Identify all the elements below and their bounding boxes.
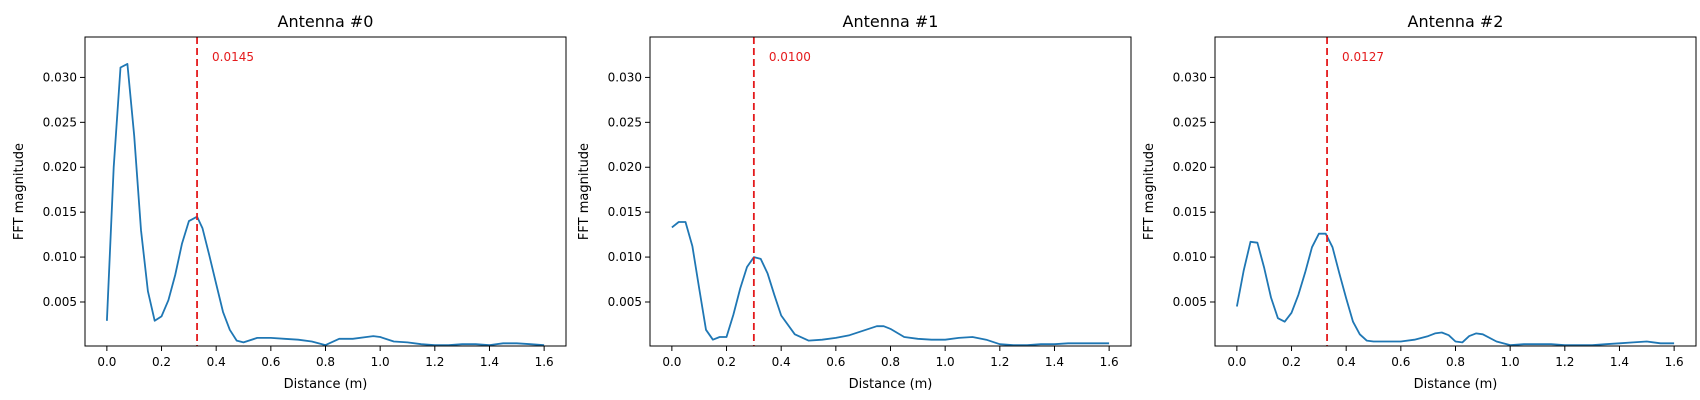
x-tick-label: 1.4 bbox=[1610, 355, 1629, 369]
x-tick-label: 0.0 bbox=[97, 355, 116, 369]
x-tick-label: 1.0 bbox=[1501, 355, 1520, 369]
x-tick-label: 0.6 bbox=[1391, 355, 1410, 369]
y-tick-label: 0.030 bbox=[43, 70, 77, 84]
y-axis-label: FFT magnitude bbox=[12, 143, 27, 240]
peak-annotation: 0.0145 bbox=[212, 50, 254, 64]
y-tick-label: 0.020 bbox=[608, 160, 642, 174]
subplot-antenna-0: Antenna #0 0.0145 0.0 0.2 0.4 0.6 0.8 1.0 1.2 1.4… bbox=[12, 12, 567, 392]
y-tick-label: 0.010 bbox=[1173, 250, 1207, 264]
x-tick-label: 0.2 bbox=[717, 355, 736, 369]
y-tick-label: 0.015 bbox=[608, 205, 642, 219]
x-tick-label: 1.4 bbox=[480, 355, 499, 369]
y-tick-label: 0.025 bbox=[43, 115, 77, 129]
axes-frame bbox=[649, 36, 1132, 347]
y-tick-label: 0.030 bbox=[1173, 70, 1207, 84]
chart-title: Antenna #0 bbox=[278, 12, 374, 31]
y-tick-label: 0.010 bbox=[608, 250, 642, 264]
x-tick-label: 0.6 bbox=[826, 355, 845, 369]
series-line bbox=[106, 63, 545, 347]
y-tick-label: 0.020 bbox=[1173, 160, 1207, 174]
series-line bbox=[671, 221, 1110, 347]
x-tick-label: 1.2 bbox=[425, 355, 444, 369]
y-tick-label: 0.005 bbox=[43, 295, 77, 309]
x-tick-label: 1.2 bbox=[990, 355, 1009, 369]
x-tick-label: 1.6 bbox=[535, 355, 554, 369]
y-tick-label: 0.015 bbox=[1173, 205, 1207, 219]
x-tick-label: 1.2 bbox=[1555, 355, 1574, 369]
subplot-antenna-1: Antenna #1 0.0100 0.0 0.2 0.4 0.6 0.8 1.0 1.2 1.4… bbox=[577, 12, 1132, 392]
x-tick-label: 0.4 bbox=[772, 355, 791, 369]
x-tick-label: 0.8 bbox=[316, 355, 335, 369]
x-tick-label: 1.0 bbox=[936, 355, 955, 369]
x-tick-label: 0.2 bbox=[1282, 355, 1301, 369]
y-tick-label: 0.030 bbox=[608, 70, 642, 84]
axes-frame bbox=[1214, 36, 1697, 347]
x-axis-label: Distance (m) bbox=[849, 377, 933, 392]
x-tick-label: 0.8 bbox=[1446, 355, 1465, 369]
y-tick-label: 0.020 bbox=[43, 160, 77, 174]
axes-frame bbox=[84, 36, 567, 347]
y-axis-label: FFT magnitude bbox=[577, 143, 592, 240]
y-tick-label: 0.025 bbox=[1173, 115, 1207, 129]
x-tick-label: 0.0 bbox=[662, 355, 681, 369]
subplot-antenna-2: Antenna #2 0.0127 0.0 0.2 0.4 0.6 0.8 1.0 1.2 1.4… bbox=[1142, 12, 1697, 392]
series-line bbox=[1236, 232, 1675, 347]
y-tick-label: 0.005 bbox=[1173, 295, 1207, 309]
x-tick-label: 0.4 bbox=[1337, 355, 1356, 369]
x-tick-label: 1.6 bbox=[1665, 355, 1684, 369]
x-tick-label: 1.0 bbox=[371, 355, 390, 369]
x-tick-label: 0.2 bbox=[152, 355, 171, 369]
x-tick-label: 1.6 bbox=[1100, 355, 1119, 369]
y-tick-label: 0.015 bbox=[43, 205, 77, 219]
x-tick-label: 0.4 bbox=[207, 355, 226, 369]
x-tick-label: 0.8 bbox=[881, 355, 900, 369]
x-axis-label: Distance (m) bbox=[1414, 377, 1498, 392]
x-axis-label: Distance (m) bbox=[284, 377, 368, 392]
y-tick-label: 0.005 bbox=[608, 295, 642, 309]
x-tick-label: 0.0 bbox=[1227, 355, 1246, 369]
y-tick-label: 0.010 bbox=[43, 250, 77, 264]
x-tick-label: 1.4 bbox=[1045, 355, 1064, 369]
x-tick-label: 0.6 bbox=[261, 355, 280, 369]
peak-annotation: 0.0127 bbox=[1342, 50, 1384, 64]
y-axis-label: FFT magnitude bbox=[1142, 143, 1157, 240]
chart-title: Antenna #2 bbox=[1408, 12, 1504, 31]
peak-annotation: 0.0100 bbox=[769, 50, 811, 64]
y-tick-label: 0.025 bbox=[608, 115, 642, 129]
chart-title: Antenna #1 bbox=[843, 12, 939, 31]
